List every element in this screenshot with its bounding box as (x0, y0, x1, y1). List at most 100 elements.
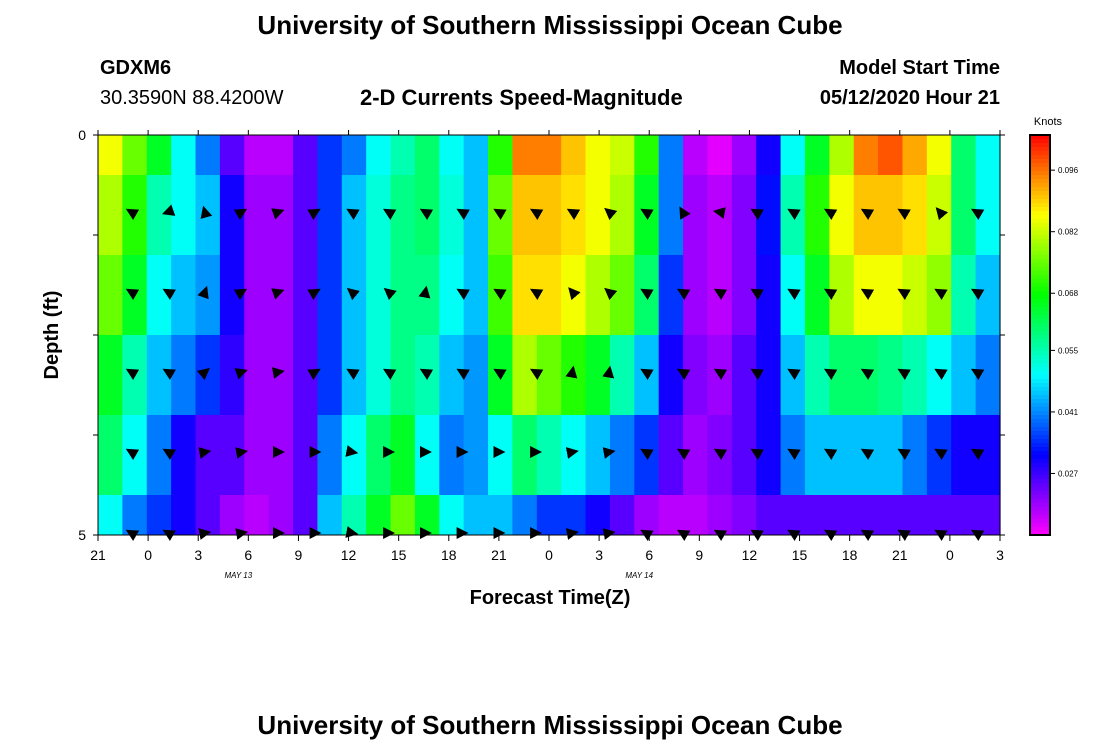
colorbar-segment (1030, 271, 1050, 276)
colorbar-tick-label: 0.068 (1058, 289, 1079, 298)
colorbar-segment (1030, 171, 1050, 176)
colorbar-segment (1030, 467, 1050, 472)
current-arrow (823, 448, 838, 460)
current-arrow (307, 288, 321, 301)
heatmap-cell (536, 495, 562, 535)
heatmap-cell (561, 495, 587, 535)
colorbar-segment (1030, 327, 1050, 332)
colorbar-segment (1030, 207, 1050, 212)
heatmap-cell (804, 135, 830, 175)
heatmap-cell (634, 415, 660, 495)
x-tick-label: 6 (244, 547, 252, 563)
heatmap-cell (293, 135, 319, 175)
current-arrow (823, 208, 838, 220)
heatmap-cell (439, 415, 465, 495)
heatmap-cell (609, 255, 635, 335)
heatmap-cell (98, 415, 123, 495)
current-arrow (970, 368, 985, 380)
current-arrow (566, 208, 581, 220)
current-arrow (897, 208, 911, 220)
current-arrow (568, 287, 581, 301)
heatmap-cell (439, 255, 465, 335)
heatmap-cell (926, 335, 952, 415)
heatmap-cell (756, 255, 782, 335)
current-arrow (676, 288, 691, 300)
current-arrow (860, 368, 875, 380)
heatmap-cell (293, 415, 319, 495)
heatmap-cell (146, 335, 172, 415)
date-label: MAY 14 (625, 571, 653, 580)
x-tick-label: 21 (90, 547, 106, 563)
colorbar-segment (1030, 339, 1050, 344)
colorbar-segment (1030, 335, 1050, 340)
colorbar-segment (1030, 495, 1050, 500)
current-arrow (198, 447, 212, 459)
colorbar-segment (1030, 163, 1050, 168)
heatmap-cell (658, 495, 684, 535)
x-tick-label: 3 (194, 547, 202, 563)
heatmap-cell (268, 135, 294, 175)
heatmap-cell (926, 255, 952, 335)
heatmap-cell (561, 415, 587, 495)
heatmap-cell (219, 135, 245, 175)
heatmap-cell (683, 175, 709, 255)
colorbar-segment (1030, 515, 1050, 520)
heatmap-cell (341, 495, 367, 535)
heatmap-cell (585, 415, 611, 495)
colorbar-segment (1030, 459, 1050, 464)
colorbar-segment (1030, 267, 1050, 272)
heatmap-cell (780, 255, 806, 335)
y-axis-label: Depth (ft) (41, 291, 63, 380)
heatmap-cell (853, 415, 879, 495)
colorbar-segment (1030, 235, 1050, 240)
y-tick-label: 0 (78, 127, 86, 143)
heatmap-cell (878, 175, 904, 255)
heatmap-cell (341, 415, 367, 495)
heatmap-cell (244, 495, 270, 535)
current-arrow (565, 447, 579, 459)
heatmap-cell (731, 255, 757, 335)
current-arrow (346, 208, 360, 220)
current-arrow (162, 204, 176, 216)
heatmap-cell (975, 175, 1001, 255)
current-arrow (860, 448, 875, 460)
footer-title: University of Southern Mississippi Ocean… (257, 710, 843, 740)
colorbar-segment (1030, 255, 1050, 260)
current-arrow (125, 208, 140, 220)
x-tick-label: 9 (295, 547, 303, 563)
heatmap-cell (512, 495, 538, 535)
heatmap-cell (707, 335, 733, 415)
heatmap-cell (171, 175, 197, 255)
heatmap-cell (219, 495, 245, 535)
colorbar: Knots 0.096 0.082 0.068 0.055 0.041 0.027 (1029, 116, 1079, 536)
colorbar-tick-label: 0.041 (1058, 408, 1079, 417)
heatmap-cell (609, 135, 635, 175)
colorbar-segment (1030, 391, 1050, 396)
current-arrow (493, 288, 507, 300)
heatmap-cell (244, 335, 270, 415)
heatmap-cell (317, 135, 343, 175)
heatmap-cell (609, 335, 635, 415)
colorbar-segment (1030, 139, 1050, 144)
current-arrow (382, 208, 397, 220)
current-arrow (125, 288, 140, 300)
heatmap-cell (195, 175, 221, 255)
colorbar-segment (1030, 227, 1050, 232)
heatmap-cell (414, 135, 440, 175)
colorbar-segment (1030, 203, 1050, 208)
colorbar-segment (1030, 347, 1050, 352)
current-arrow (860, 288, 875, 300)
heatmap-cell (658, 175, 684, 255)
heatmap-cell (366, 135, 392, 175)
current-arrow (271, 208, 285, 220)
heatmap-cell (902, 135, 928, 175)
heatmap-cell (683, 135, 709, 175)
current-arrow (970, 288, 985, 300)
colorbar-tick-label: 0.082 (1058, 228, 1079, 237)
colorbar-segment (1030, 135, 1050, 140)
colorbar-segment (1030, 395, 1050, 400)
heatmap-cell (707, 175, 733, 255)
x-tick-label: 3 (595, 547, 603, 563)
heatmap-cell (829, 135, 855, 175)
colorbar-segment (1030, 211, 1050, 216)
